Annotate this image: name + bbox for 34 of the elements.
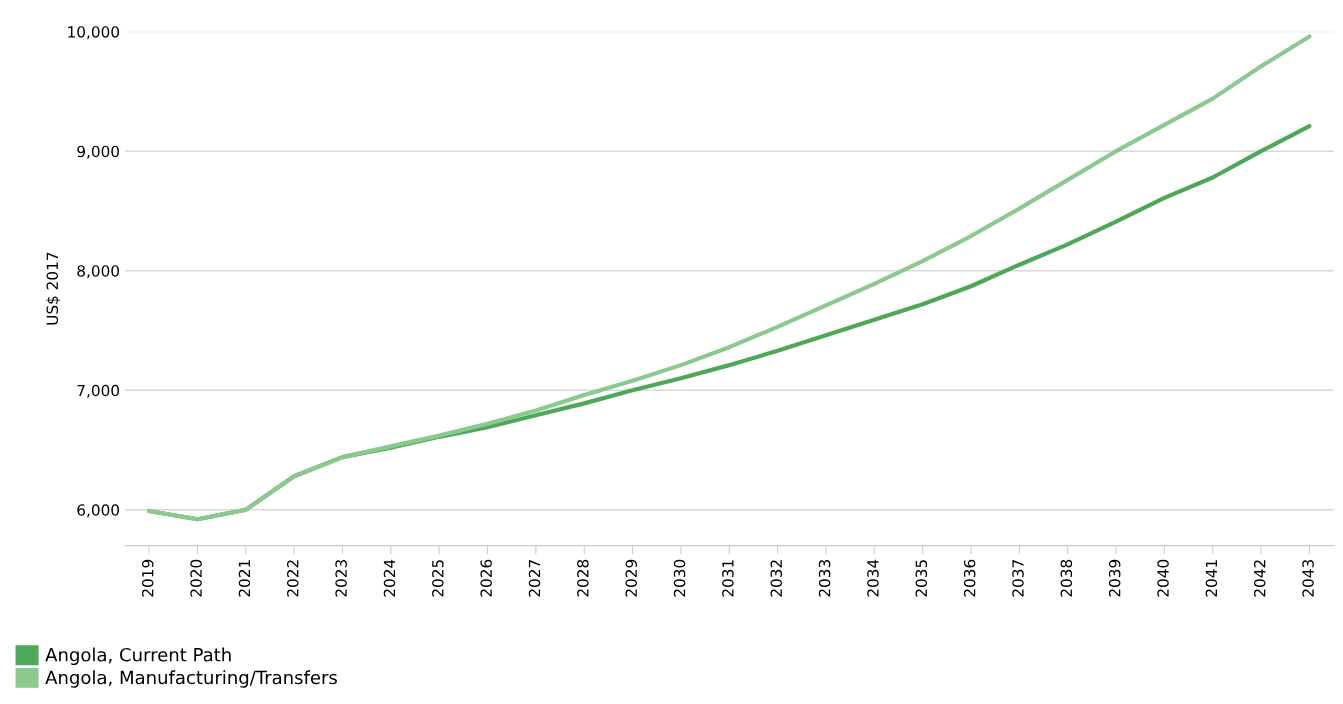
x-tick-label: 2041 (1205, 560, 1218, 597)
x-tick-label: 2039 (1108, 559, 1121, 597)
y-tick-label: 6,000 (77, 504, 120, 518)
x-tick-label: 2030 (673, 559, 686, 597)
x-tick-label: 2036 (963, 559, 976, 597)
y-tick-label: 7,000 (77, 384, 120, 398)
x-tick-label: 2027 (528, 560, 541, 597)
x-tick-label: 2029 (625, 559, 637, 597)
x-tick-label: 2020 (190, 559, 202, 597)
x-tick-label: 2019 (141, 559, 154, 597)
x-tick-label: 2021 (238, 560, 251, 597)
x-tick-label: 2037 (1012, 560, 1024, 597)
x-tick-label: 2035 (915, 560, 928, 597)
x-tick-label: 2023 (335, 560, 347, 597)
x-tick-label: 2033 (818, 560, 831, 597)
x-tick-label: 2028 (577, 559, 589, 597)
x-tick-label: 2034 (867, 559, 879, 597)
x-tick-label: 2025 (432, 560, 444, 597)
legend-label: Angola, Current Path (45, 647, 231, 666)
y-tick-label: 8,000 (77, 265, 120, 279)
line-series (146, 34, 1312, 522)
y-tick-label: 10,000 (68, 26, 120, 40)
x-tick-label: 2024 (383, 559, 396, 597)
x-tick-label: 2038 (1060, 559, 1073, 597)
x-tick-label: 2031 (722, 560, 734, 597)
x-tick-label: 2042 (1253, 560, 1266, 597)
x-tick-label: 2022 (286, 560, 299, 597)
y-tick-label: 9,000 (77, 145, 120, 159)
x-tick-label: 2026 (480, 559, 492, 597)
x-tick-label: 2040 (1157, 559, 1169, 597)
y-axis-title: US$ 2017 (46, 252, 61, 325)
x-tick-label: 2043 (1302, 560, 1314, 597)
legend-label: Angola, Manufacturing/Transfers (45, 670, 337, 688)
x-tick-label: 2032 (770, 560, 783, 597)
